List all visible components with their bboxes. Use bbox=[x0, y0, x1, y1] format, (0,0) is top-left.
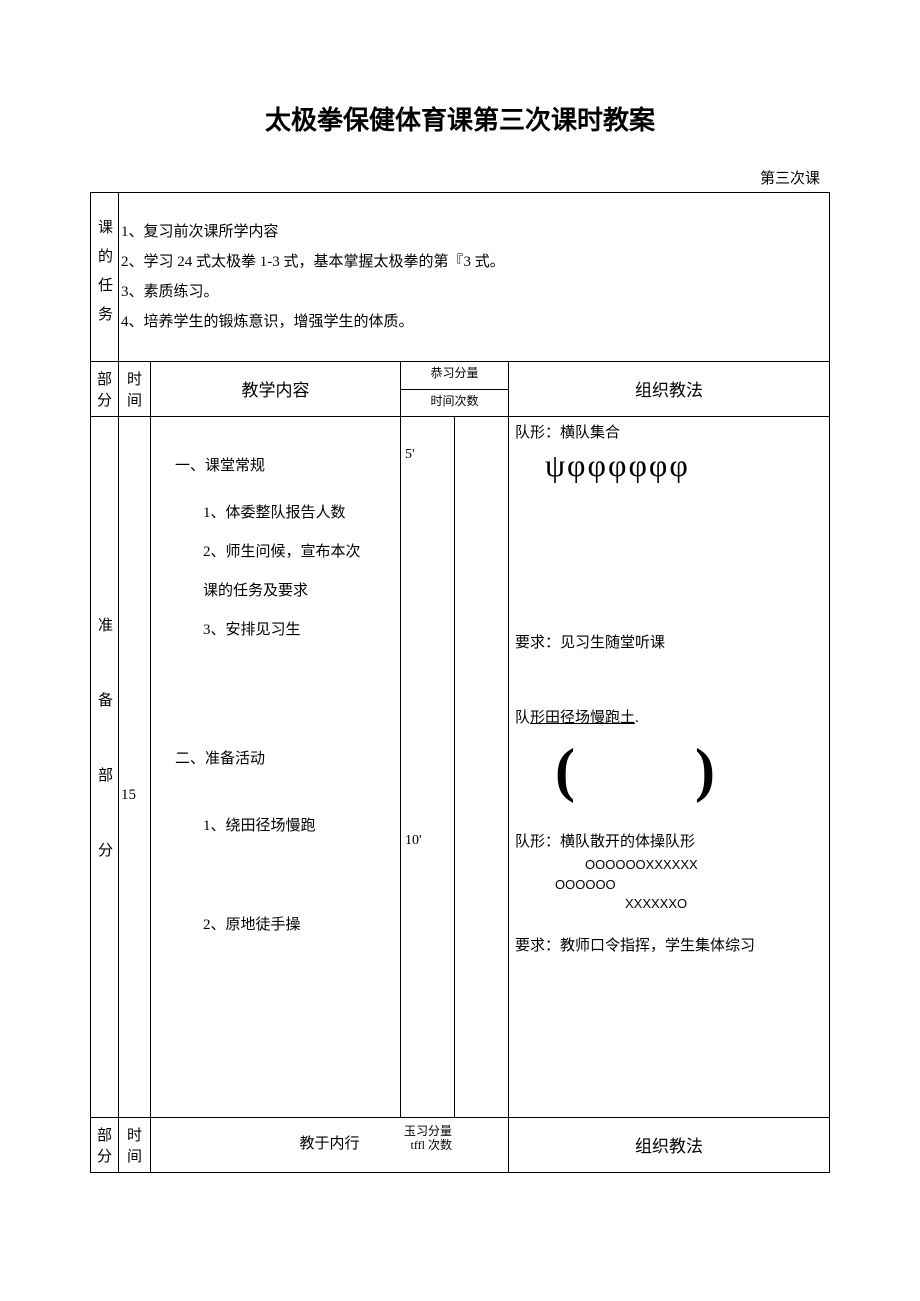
tasks-cell: 1、复习前次课所学内容 2、学习 24 式太极拳 1-3 式，基本掌握太极拳的第… bbox=[119, 193, 830, 362]
footer-time: 时间 bbox=[119, 1118, 151, 1173]
method-ox3: XXXXXXO bbox=[515, 894, 823, 914]
content-s1: 一、课堂常规 bbox=[175, 447, 392, 486]
session-label: 第三次课 bbox=[90, 167, 830, 188]
prep-row: 准备部分 15 一、课堂常规 1、体委整队报告人数 2、师生问候，宣布本次 课的… bbox=[91, 417, 830, 1118]
method-formation-track: 队形田径场慢跑土. bbox=[515, 706, 823, 732]
method-track-u: 形田径场慢跑土 bbox=[530, 710, 635, 726]
header-row: 部分 时间 教学内容 恭习分量 组织教法 bbox=[91, 362, 830, 390]
footer-content: 教于内行 bbox=[299, 1136, 359, 1152]
footer-row: 部分 时间 玉习分量 教于内行 tffl 次数 组织教法 bbox=[91, 1118, 830, 1173]
task-4: 4、培养学生的锻炼意识，增强学生的体质。 bbox=[121, 307, 823, 337]
dose-1: 5' bbox=[405, 447, 450, 463]
header-part: 部分 bbox=[91, 362, 119, 417]
method-formation1: 队形：横队集合 bbox=[515, 421, 823, 447]
footer-dose-bot: tffl 次数 bbox=[411, 1136, 452, 1153]
method-parens: ( ) bbox=[515, 740, 823, 800]
content-s1-2: 2、师生问候，宣布本次 bbox=[175, 533, 392, 572]
footer-part: 部分 bbox=[91, 1118, 119, 1173]
method-req2: 要求：教师口令指挥，学生集体综习 bbox=[515, 934, 823, 960]
header-dose: 恭习分量 bbox=[401, 362, 509, 390]
footer-content-cell: 玉习分量 教于内行 tffl 次数 bbox=[151, 1118, 509, 1173]
method-track-pre: 队 bbox=[515, 710, 530, 726]
tasks-label: 课的任务 bbox=[91, 193, 118, 361]
content-s1-1: 1、体委整队报告人数 bbox=[175, 494, 392, 533]
method-track-suf: . bbox=[635, 710, 639, 726]
method-greek: ψφφφφφφ bbox=[515, 449, 823, 481]
dose-2: 10' bbox=[405, 833, 450, 849]
task-3: 3、素质练习。 bbox=[121, 277, 823, 307]
prep-dose-count-cell bbox=[455, 417, 509, 1118]
content-s1-2b: 课的任务及要求 bbox=[175, 572, 392, 611]
prep-time: 15 bbox=[119, 417, 150, 804]
prep-dose-time-cell: 5' 10' bbox=[401, 417, 455, 1118]
prep-time-cell: 15 bbox=[119, 417, 151, 1118]
header-time: 时间 bbox=[119, 362, 151, 417]
content-s2-1: 1、绕田径场慢跑 bbox=[175, 807, 392, 846]
method-ox1: OOOOOOXXXXXX bbox=[515, 855, 823, 875]
footer-method: 组织教法 bbox=[509, 1118, 830, 1173]
task-1: 1、复习前次课所学内容 bbox=[121, 217, 823, 247]
prep-label: 准备部分 bbox=[91, 417, 118, 1117]
header-content: 教学内容 bbox=[151, 362, 401, 417]
prep-label-cell: 准备部分 bbox=[91, 417, 119, 1118]
prep-method-cell: 队形：横队集合 ψφφφφφφ 要求：见习生随堂听课 队形田径场慢跑土. ( )… bbox=[509, 417, 830, 1118]
page-title: 太极拳保健体育课第三次课时教案 bbox=[90, 100, 830, 137]
task-2: 2、学习 24 式太极拳 1-3 式，基本掌握太极拳的第『3 式。 bbox=[121, 247, 823, 277]
method-ox2: OOOOOO bbox=[515, 875, 823, 895]
prep-content-cell: 一、课堂常规 1、体委整队报告人数 2、师生问候，宣布本次 课的任务及要求 3、… bbox=[151, 417, 401, 1118]
content-s2: 二、准备活动 bbox=[175, 740, 392, 779]
content-s1-3: 3、安排见习生 bbox=[175, 611, 392, 650]
method-formation2: 队形：横队散开的体操队形 bbox=[515, 830, 823, 856]
content-s2-2: 2、原地徒手操 bbox=[175, 906, 392, 945]
header-method: 组织教法 bbox=[509, 362, 830, 417]
header-dose-sub: 时间次数 bbox=[401, 389, 509, 417]
method-req1: 要求：见习生随堂听课 bbox=[515, 631, 823, 657]
lesson-plan-table: 课的任务 1、复习前次课所学内容 2、学习 24 式太极拳 1-3 式，基本掌握… bbox=[90, 192, 830, 1173]
tasks-label-cell: 课的任务 bbox=[91, 193, 119, 362]
tasks-row: 课的任务 1、复习前次课所学内容 2、学习 24 式太极拳 1-3 式，基本掌握… bbox=[91, 193, 830, 362]
